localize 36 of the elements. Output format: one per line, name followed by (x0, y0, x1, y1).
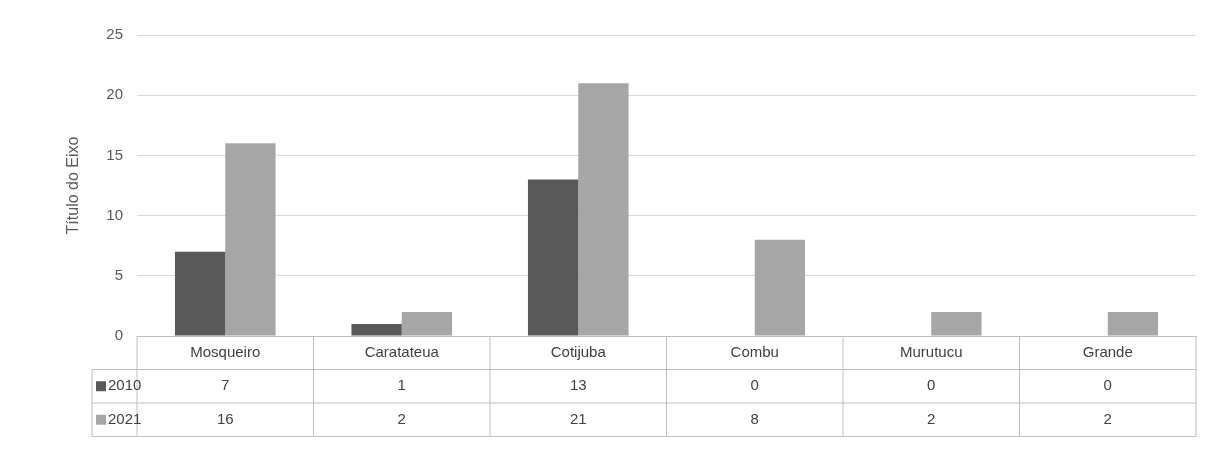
y-tick-label: 10 (106, 205, 123, 223)
data-label: 8 (750, 409, 759, 427)
data-label: 1 (397, 376, 406, 394)
data-label: 0 (750, 376, 759, 394)
bar (401, 311, 453, 336)
x-tick-label: Murutucu (899, 342, 963, 360)
bar (1107, 311, 1159, 336)
y-tick-label: 20 (106, 85, 123, 103)
data-label: 21 (569, 409, 587, 427)
bar (578, 83, 629, 336)
bar (754, 239, 806, 336)
data-label: 2 (927, 409, 936, 427)
data-label: 0 (1103, 376, 1112, 394)
bar (351, 323, 402, 336)
data-label: 0 (927, 376, 936, 394)
legend-label: 2021 (108, 409, 142, 427)
data-label: 2 (397, 409, 406, 427)
data-label: 13 (569, 376, 587, 394)
y-tick-label: 0 (114, 326, 123, 344)
bar (225, 143, 276, 336)
x-tick-label: Combu (730, 342, 779, 360)
y-tick-label: 15 (106, 145, 123, 163)
x-tick-label: Mosqueiro (190, 342, 261, 360)
x-tick-label: Grande (1082, 342, 1133, 360)
bar (931, 311, 982, 336)
y-tick-label: 5 (114, 265, 123, 283)
y-axis-title: Título do Eixo (64, 136, 82, 235)
x-tick-label: Cotijuba (550, 342, 607, 360)
y-tick-label: 25 (106, 25, 123, 43)
data-label: 16 (216, 409, 234, 427)
x-tick-label: Caratateua (364, 342, 440, 360)
legend-label: 2010 (108, 376, 142, 394)
data-label: 7 (221, 376, 230, 394)
data-label: 2 (1103, 409, 1112, 427)
bar (174, 251, 226, 336)
bar (527, 179, 579, 336)
